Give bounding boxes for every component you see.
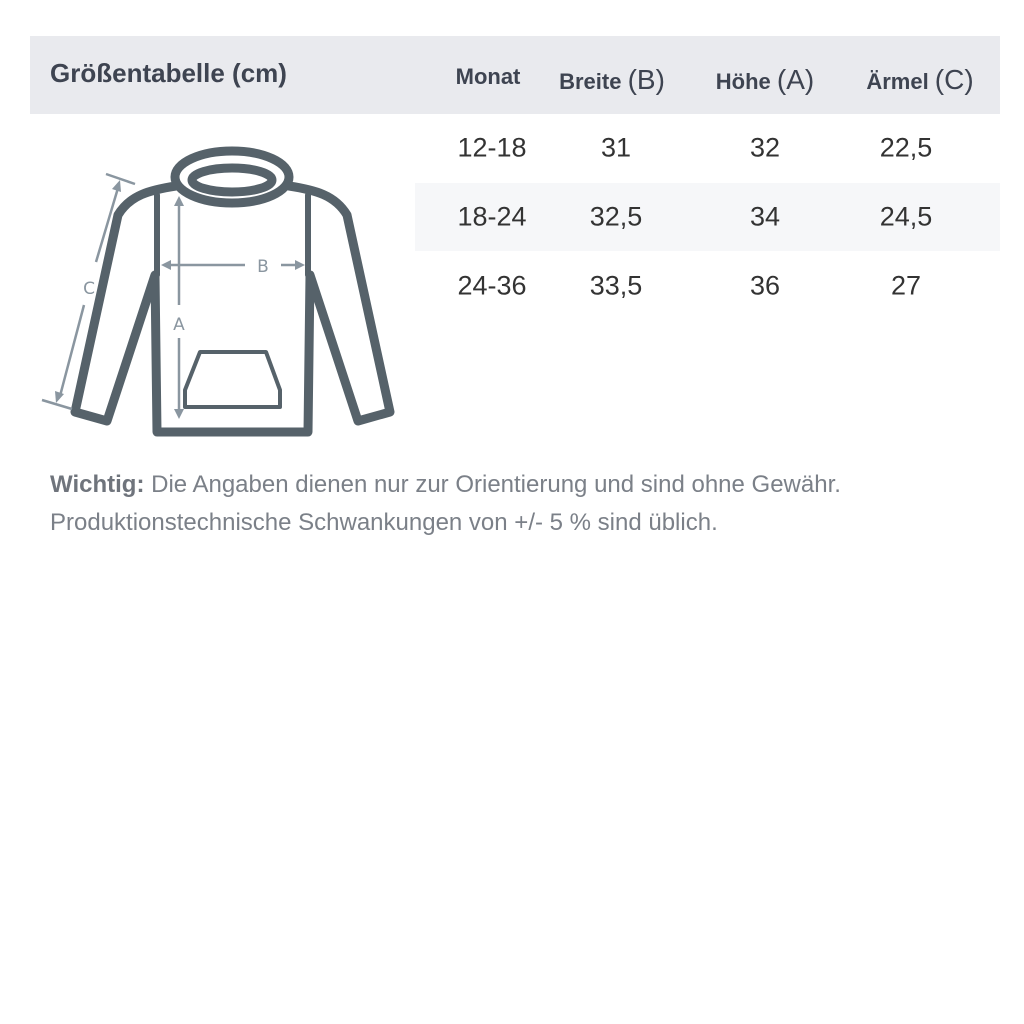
table-row: 24-36 33,5 36 27 (415, 252, 1000, 320)
column-header-height: Höhe (A) (716, 64, 814, 96)
cell-width: 33,5 (589, 270, 643, 301)
cell-month: 18-24 (457, 201, 527, 232)
column-label: Monat (455, 64, 521, 89)
cell-month: 24-36 (457, 270, 527, 301)
table-row: 18-24 32,5 34 24,5 (415, 183, 1000, 251)
column-label: Ärmel (866, 69, 929, 94)
label-b: B (257, 257, 269, 277)
note-bold-label: Wichtig: (50, 471, 145, 498)
label-a: A (173, 315, 185, 335)
cell-height: 32 (749, 132, 781, 163)
cell-month: 12-18 (457, 132, 527, 163)
column-label: Breite (559, 69, 622, 94)
cell-width: 31 (600, 132, 632, 163)
cell-sleeve: 27 (890, 270, 922, 301)
disclaimer-note: Wichtig: Die Angaben dienen nur zur Orie… (50, 466, 841, 542)
cell-width: 32,5 (589, 201, 643, 232)
column-letter: (A) (776, 64, 815, 95)
column-header-month: Monat (456, 64, 521, 90)
cell-sleeve: 22,5 (879, 132, 933, 163)
hoodie-outline-icon (70, 146, 395, 437)
column-label: Höhe (715, 69, 771, 94)
cell-height: 36 (749, 270, 781, 301)
table-row: 12-18 31 32 22,5 (415, 114, 1000, 182)
column-letter: (C) (934, 64, 974, 95)
page-title: Größentabelle (cm) (50, 58, 287, 88)
table-header: Größentabelle (cm) Monat Breite (B) Höhe… (30, 36, 1000, 114)
measurement-arrows (41, 172, 305, 419)
column-header-width: Breite (B) (559, 64, 665, 96)
note-line-1: Die Angaben dienen nur zur Orientierung … (144, 471, 841, 498)
cell-height: 34 (749, 201, 781, 232)
label-c: C (83, 279, 95, 299)
note-line-2: Produktionstechnische Schwankungen von +… (50, 509, 718, 536)
hoodie-diagram: A B C (41, 146, 395, 437)
cell-sleeve: 24,5 (879, 201, 933, 232)
column-header-sleeve: Ärmel (C) (866, 64, 973, 96)
column-letter: (B) (627, 64, 665, 95)
